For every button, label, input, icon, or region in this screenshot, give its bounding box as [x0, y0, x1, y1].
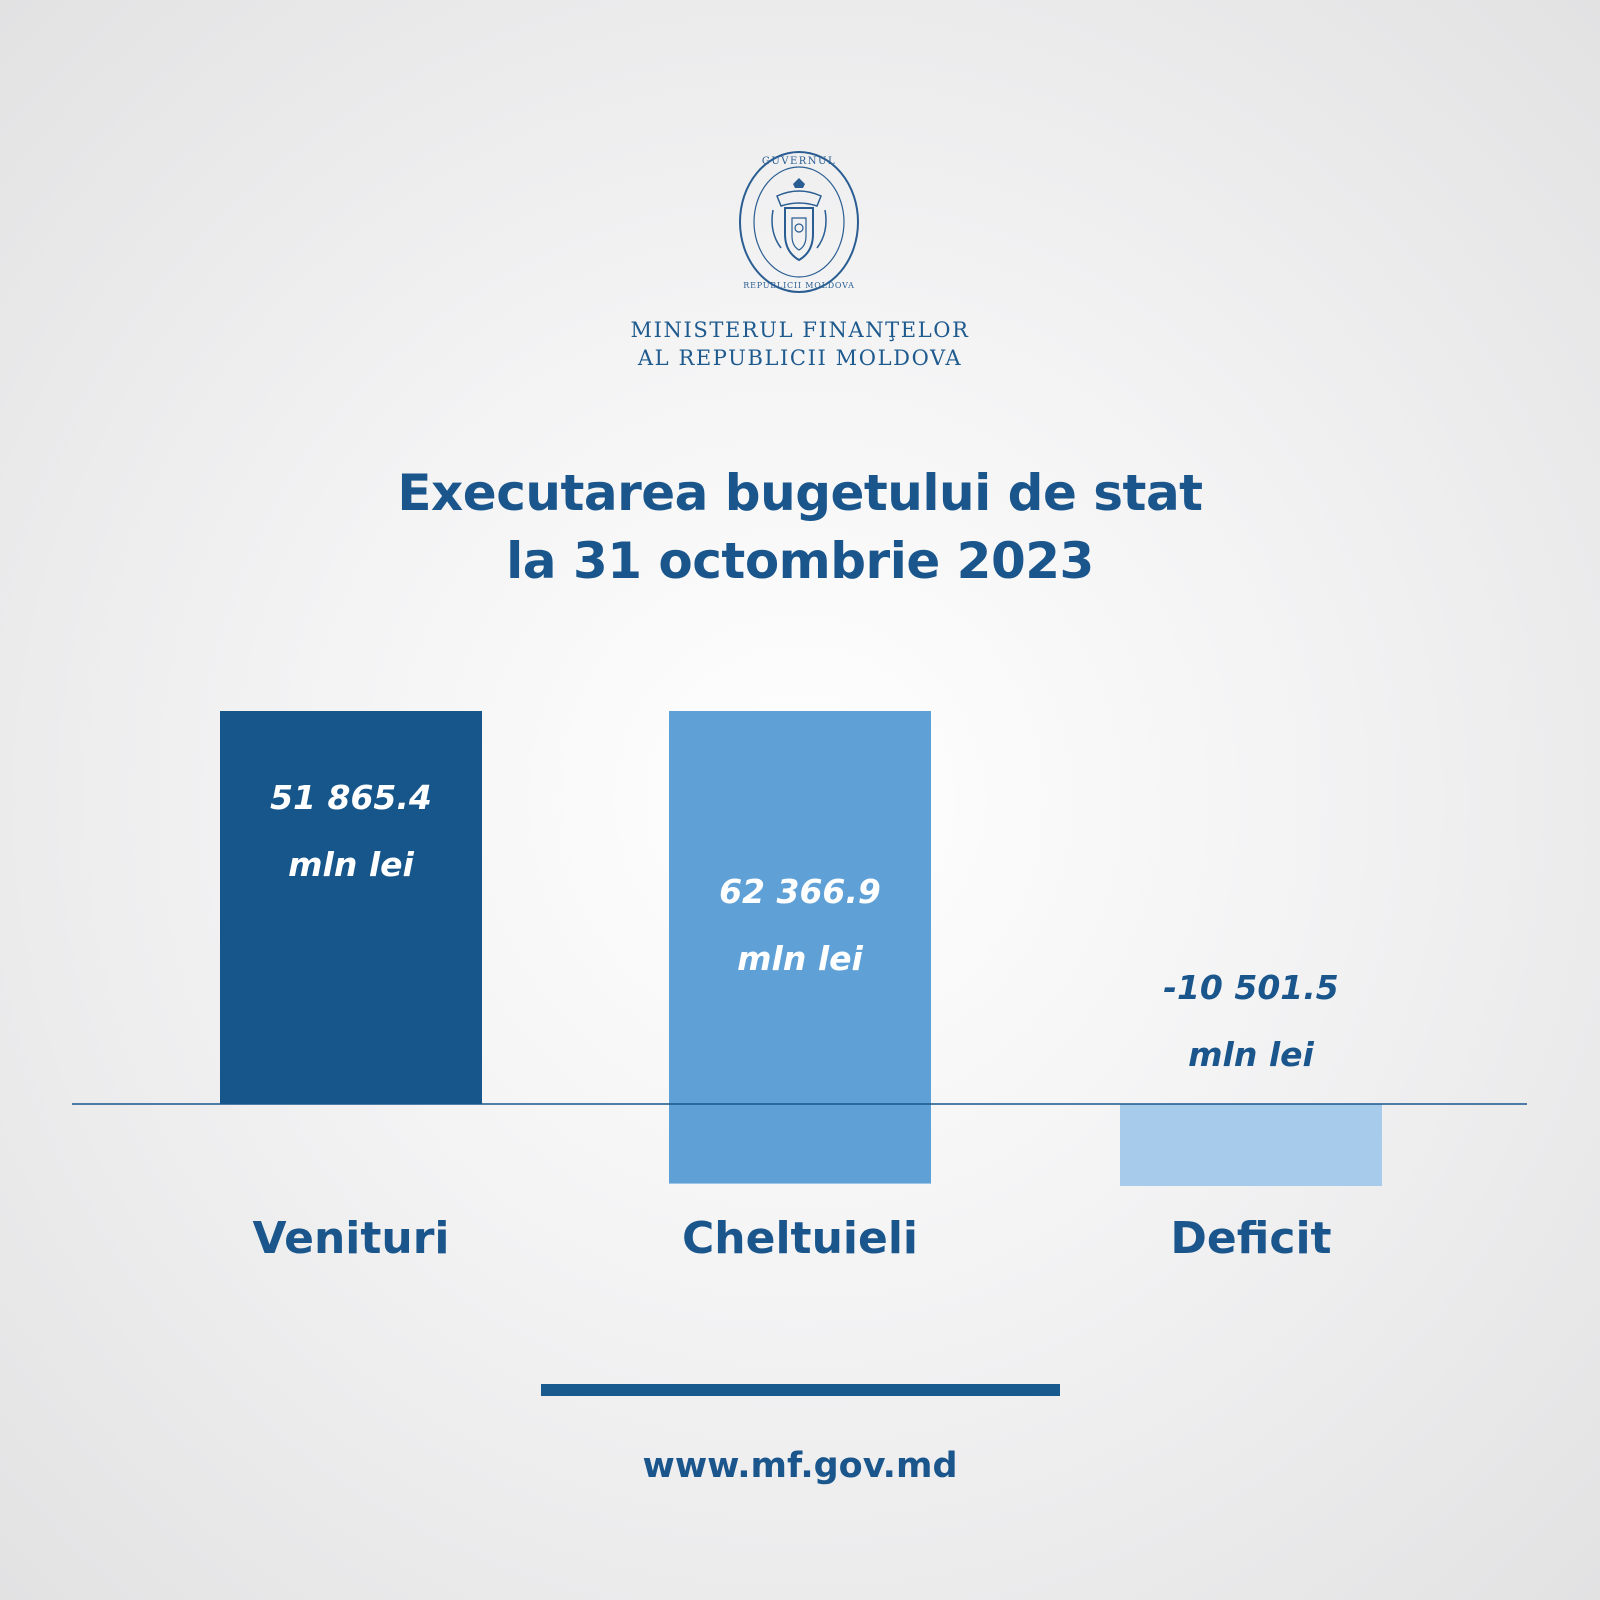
divider-rule [541, 1384, 1060, 1396]
category-label-cheltuieli: Cheltuieli [682, 1213, 918, 1264]
value-label-cheltuieli: 62 366.9 [719, 872, 881, 911]
chart-title-line1: Executarea bugetului de stat [397, 464, 1203, 522]
bar-venituri [220, 711, 482, 1104]
bar-cheltuieli [669, 711, 931, 1184]
website-link[interactable]: www.mf.gov.md [642, 1446, 958, 1486]
ministry-name-line2: AL REPUBLICII MOLDOVA [637, 346, 963, 370]
category-label-venituri: Venituri [252, 1213, 449, 1264]
ministry-name-line1: MINISTERUL FINANŢELOR [630, 318, 970, 342]
unit-label-deficit: mln lei [1188, 1035, 1314, 1074]
value-label-deficit: -10 501.5 [1163, 968, 1339, 1007]
category-label-deficit: Deficit [1170, 1213, 1331, 1264]
unit-label-cheltuieli: mln lei [737, 939, 863, 978]
government-seal-icon: GUVERNUL REPUBLICII MOLDOVA [737, 148, 861, 296]
chart-title-line2: la 31 octombrie 2023 [506, 532, 1094, 590]
value-label-venituri: 51 865.4 [270, 778, 432, 817]
svg-text:REPUBLICII MOLDOVA: REPUBLICII MOLDOVA [743, 281, 855, 290]
svg-text:GUVERNUL: GUVERNUL [762, 156, 836, 167]
bar-deficit [1120, 1104, 1382, 1186]
unit-label-venituri: mln lei [288, 845, 414, 884]
